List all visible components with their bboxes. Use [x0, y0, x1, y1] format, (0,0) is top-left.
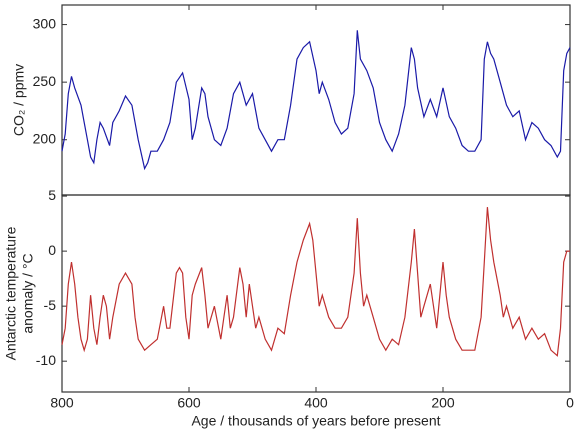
y-tick-label: 250 [33, 73, 57, 89]
y-tick-label: 300 [33, 15, 57, 31]
y-tick-label: 200 [33, 130, 57, 146]
x-axis-label: Age / thousands of years before present [191, 413, 440, 429]
y-axis-label: CO₂ / ppmv [11, 64, 27, 136]
data-line [61, 207, 570, 357]
y-tick-label: -10 [36, 352, 56, 368]
plot-frame [61, 4, 571, 196]
plot-frame [61, 194, 571, 393]
x-tick-label: 600 [177, 395, 201, 411]
x-tick-label: 800 [50, 395, 74, 411]
x-tick-label: 200 [431, 395, 455, 411]
x-tick-label: 400 [304, 395, 328, 411]
y-tick-label: 0 [48, 242, 56, 258]
y-axis-label: anomaly / °C [20, 253, 36, 333]
data-line [61, 30, 571, 171]
y-axis-label: Antarctic temperature [3, 226, 19, 360]
y-tick-label: 5 [48, 187, 56, 203]
y-tick-label: -5 [44, 297, 57, 313]
x-tick-label: 0 [566, 395, 574, 411]
